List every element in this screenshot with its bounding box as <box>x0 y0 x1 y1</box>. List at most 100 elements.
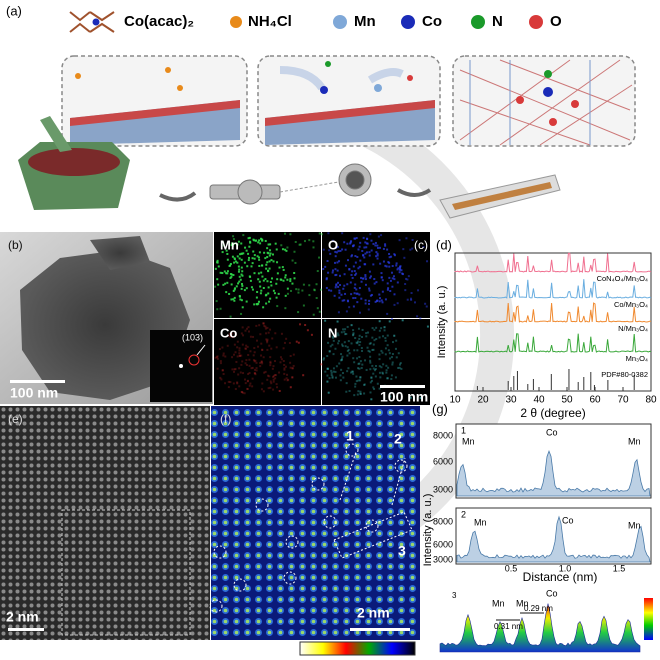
speckle <box>345 390 348 393</box>
profile-number: 3 <box>452 591 457 600</box>
speckle <box>325 277 328 280</box>
speckle <box>279 356 282 359</box>
speckle <box>378 387 381 390</box>
speckle <box>326 259 329 262</box>
haadf-image <box>211 406 420 640</box>
speckle <box>236 243 239 246</box>
speckle <box>388 265 391 268</box>
speckle <box>289 278 292 281</box>
speckle <box>366 251 369 254</box>
speckle <box>225 272 228 275</box>
speckle <box>364 241 367 244</box>
speckle <box>331 271 334 274</box>
speckle <box>282 360 285 363</box>
speckle <box>232 238 235 241</box>
speckle <box>341 232 344 235</box>
speckle <box>264 370 267 373</box>
speckle <box>331 343 334 346</box>
speckle <box>319 288 322 291</box>
speckle <box>282 347 285 350</box>
xrd-trace <box>454 252 652 273</box>
speckle <box>278 266 281 269</box>
speckle <box>269 252 272 255</box>
speckle <box>226 252 229 255</box>
speckle <box>387 261 390 264</box>
speckle <box>302 283 305 286</box>
x-tick-label: 30 <box>505 395 517 406</box>
speckle <box>242 334 245 337</box>
speckle <box>373 278 376 281</box>
speckle <box>258 258 261 261</box>
speckle <box>291 282 294 285</box>
speckle <box>230 331 233 334</box>
speckle <box>244 382 247 385</box>
speckle <box>395 339 398 342</box>
speckle <box>404 289 407 292</box>
speckle <box>364 252 367 255</box>
speckle <box>356 357 359 360</box>
speckle <box>338 289 341 292</box>
speckle <box>344 328 347 331</box>
speckle <box>378 371 381 374</box>
speckle <box>258 280 261 283</box>
speckle <box>384 339 387 342</box>
speckle <box>346 325 349 328</box>
speckle <box>326 367 329 370</box>
boat <box>439 174 561 219</box>
speckle <box>389 395 392 398</box>
speckle <box>355 272 358 275</box>
speckle <box>286 373 289 376</box>
speckle <box>326 367 329 370</box>
speckle <box>262 322 265 325</box>
speckle <box>261 362 264 365</box>
speckle <box>373 388 376 391</box>
speckle <box>384 244 387 247</box>
speckle <box>356 349 359 352</box>
speckle <box>234 388 237 391</box>
speckle <box>328 377 331 380</box>
speckle <box>228 332 231 335</box>
eds-maps <box>214 232 430 405</box>
speckle <box>245 327 248 330</box>
speckle <box>283 363 286 366</box>
speckle <box>289 280 292 283</box>
speckle <box>354 297 357 300</box>
speckle <box>357 367 360 370</box>
speckle <box>389 290 392 293</box>
speckle <box>349 281 352 284</box>
speckle <box>276 278 279 281</box>
speckle <box>359 390 362 393</box>
speckle <box>259 333 262 336</box>
speckle <box>315 297 318 300</box>
speckle <box>363 256 366 259</box>
speckle <box>242 252 245 255</box>
speckle <box>370 398 373 401</box>
legend-label: N <box>492 13 503 30</box>
speckle <box>266 256 269 259</box>
speckle <box>246 380 249 383</box>
speckle <box>357 340 360 343</box>
speckle <box>364 278 367 281</box>
speckle <box>359 259 362 262</box>
speckle <box>332 339 335 342</box>
speckle <box>359 360 362 363</box>
trace-label: PDF#80-0382 <box>601 370 648 379</box>
speckle <box>256 255 259 258</box>
x-tick-label: 0.5 <box>505 563 518 573</box>
speckle <box>232 274 235 277</box>
speckle <box>235 360 238 363</box>
speckle <box>273 292 276 295</box>
speckle <box>367 308 370 311</box>
speckle <box>390 378 393 381</box>
speckle <box>390 271 393 274</box>
speckle <box>338 274 341 277</box>
speckle <box>268 260 271 263</box>
speckle <box>259 361 262 364</box>
x-tick-label: 1.5 <box>613 563 626 573</box>
speckle <box>352 305 355 308</box>
speckle <box>375 338 378 341</box>
speckle <box>291 367 294 370</box>
surface-plot <box>439 603 641 653</box>
speckle <box>324 319 327 322</box>
speckle <box>233 343 236 346</box>
